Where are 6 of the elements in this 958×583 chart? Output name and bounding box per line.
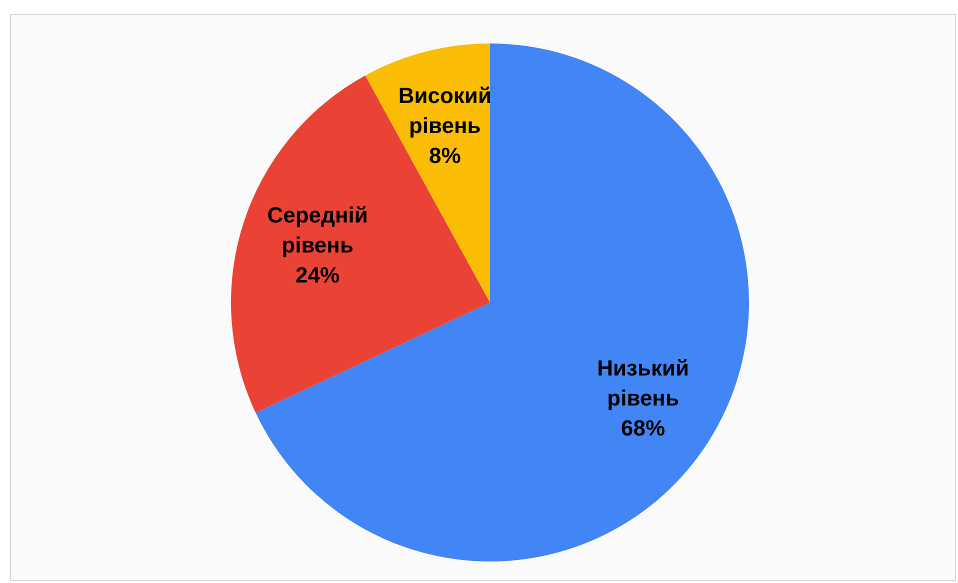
data-label: 8% [429, 142, 461, 168]
slice-label: Низький рівень [597, 356, 690, 411]
slice-label: Середній рівень [267, 202, 368, 258]
data-label: 68% [621, 416, 666, 441]
slice-label: Високий рівень [398, 82, 492, 138]
data-label: 24% [296, 262, 340, 288]
